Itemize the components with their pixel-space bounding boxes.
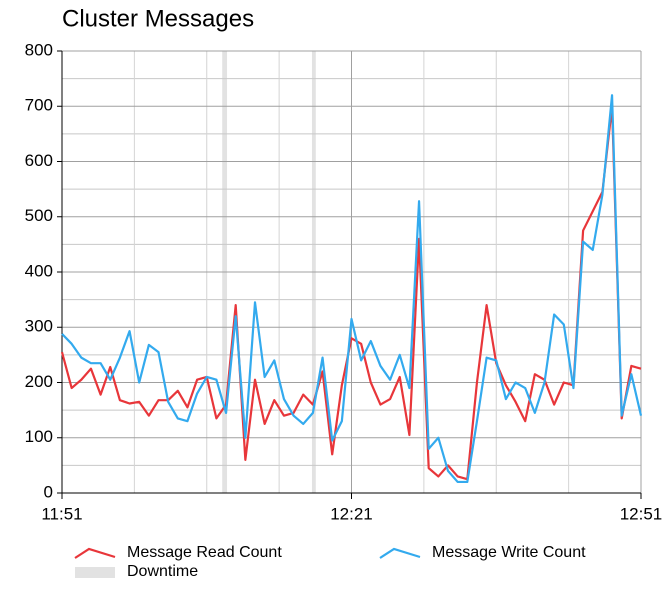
x-tick-label: 11:51	[41, 504, 82, 523]
y-tick-label: 700	[25, 96, 53, 115]
y-tick-label: 100	[25, 427, 53, 446]
y-tick-label: 300	[25, 317, 53, 336]
y-tick-label: 500	[25, 206, 53, 225]
y-tick-label: 600	[25, 151, 53, 170]
x-tick-label: 12:51	[620, 504, 663, 523]
legend-label: Message Write Count	[432, 544, 586, 561]
y-tick-label: 800	[25, 40, 53, 59]
legend-swatch	[74, 547, 116, 559]
x-tick-label: 12:21	[330, 504, 373, 523]
y-tick-label: 0	[44, 482, 53, 501]
legend-label: Downtime	[127, 563, 198, 580]
series-line	[61, 94, 643, 484]
y-tick-label: 400	[25, 261, 53, 280]
legend-swatch	[75, 567, 115, 578]
legend-label: Message Read Count	[127, 544, 282, 561]
chart-title: Cluster Messages	[62, 5, 254, 32]
y-tick-label: 200	[25, 372, 53, 391]
legend-swatch	[379, 547, 421, 559]
